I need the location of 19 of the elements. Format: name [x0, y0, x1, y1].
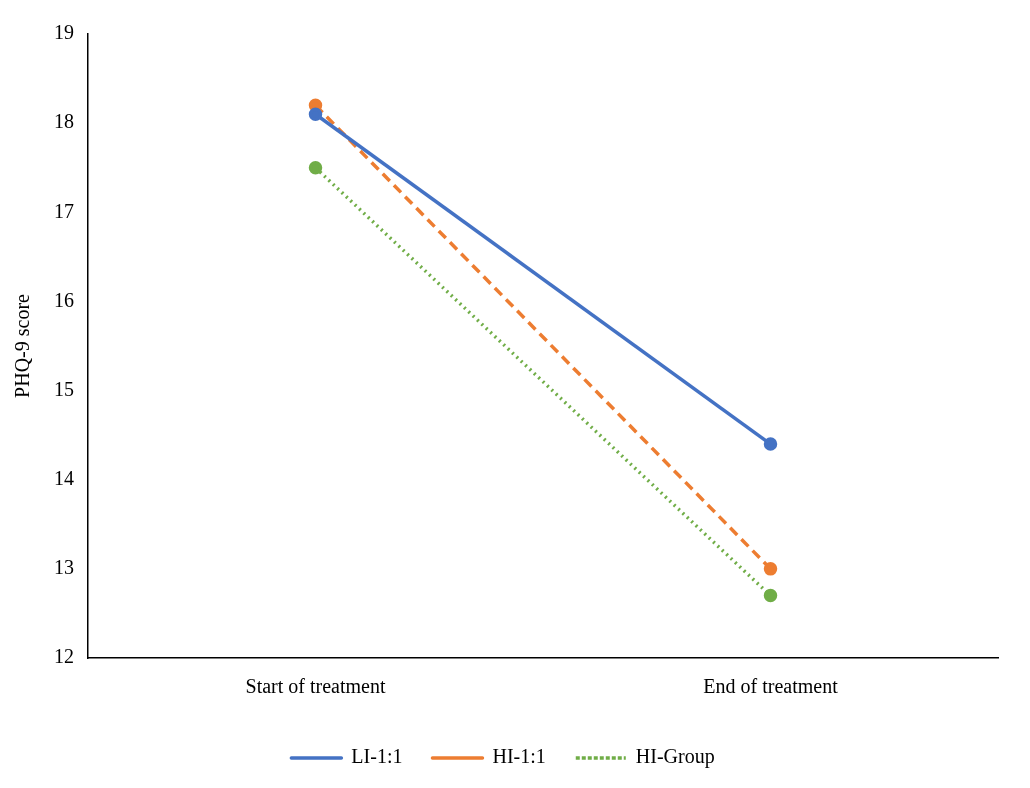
y-axis-title: PHQ-9 score [11, 293, 34, 398]
point [763, 562, 778, 576]
x-tick-label: End of treatment [703, 675, 839, 698]
y-tick-label: 14 [54, 466, 74, 489]
y-tick-label: 13 [54, 556, 74, 579]
y-tick-label: 18 [54, 110, 74, 133]
point [763, 588, 778, 603]
legend-label: HI-Group [635, 745, 715, 769]
point [308, 107, 323, 121]
y-tick-label: 15 [54, 377, 74, 400]
point [763, 437, 778, 451]
y-tick-label: 19 [54, 21, 74, 44]
legend-label: HI-1:1 [492, 745, 546, 768]
y-tick-label: 12 [54, 645, 74, 668]
y-tick-label: 16 [54, 288, 74, 311]
legend-label: LI-1:1 [351, 745, 403, 768]
y-tick-label: 17 [54, 199, 74, 222]
x-tick-label: Start of treatment [245, 675, 386, 698]
point [308, 160, 323, 175]
